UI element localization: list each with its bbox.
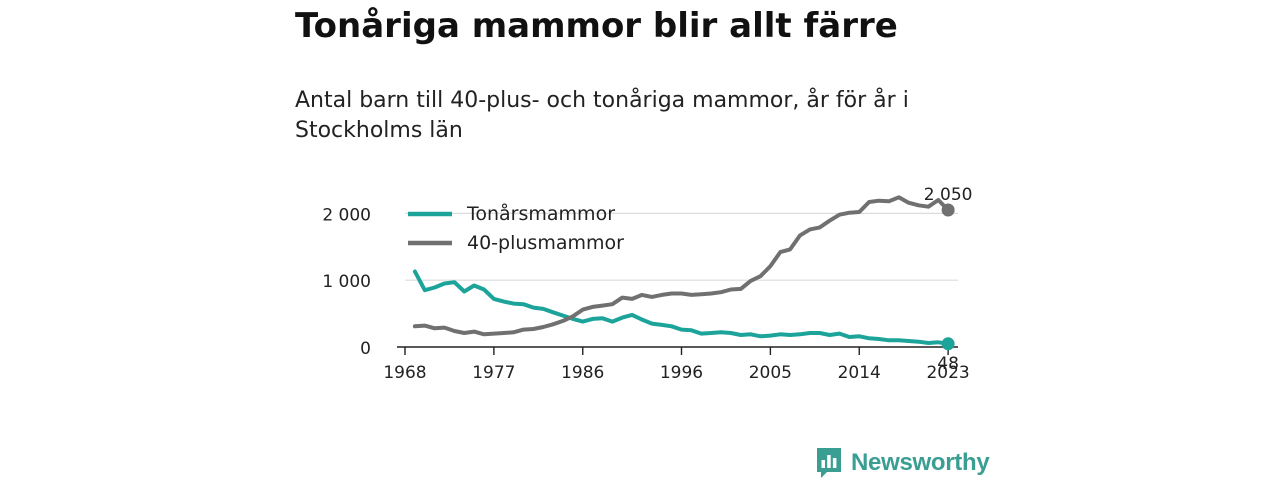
series-end-point bbox=[941, 337, 955, 351]
x-tick-label: 1996 bbox=[660, 363, 703, 383]
series-line bbox=[412, 269, 951, 346]
series-lines bbox=[412, 195, 955, 351]
x-axis: 1968 1977 1986 1996 2005 2014 2023 bbox=[383, 346, 970, 383]
chart-title: Tonåriga mammor blir allt färre bbox=[295, 6, 898, 46]
series-line bbox=[412, 195, 951, 337]
y-tick-label: 0 bbox=[360, 339, 371, 359]
legend-label: 40-plusmammor bbox=[467, 232, 624, 254]
y-tick-label: 1 000 bbox=[322, 272, 371, 292]
x-tick-label: 2023 bbox=[926, 363, 969, 383]
series-end-point bbox=[941, 203, 955, 217]
x-tick-label: 2005 bbox=[749, 363, 792, 383]
y-axis: 0 1 000 2 000 bbox=[322, 205, 371, 359]
end-value-label: 48 bbox=[937, 354, 959, 374]
newsworthy-logo: Newsworthy bbox=[815, 446, 990, 480]
x-tick-label: 1968 bbox=[383, 363, 426, 383]
legend: Tonårsmammor 40-plusmammor bbox=[408, 202, 624, 254]
legend-label: Tonårsmammor bbox=[466, 202, 615, 225]
y-tick-label: 2 000 bbox=[322, 205, 371, 225]
brand-name: Newsworthy bbox=[851, 449, 990, 476]
x-tick-label: 1977 bbox=[472, 363, 515, 383]
newsworthy-logo-icon bbox=[817, 448, 841, 478]
x-tick-label: 2014 bbox=[838, 363, 881, 383]
x-tick-label: 1986 bbox=[561, 363, 604, 383]
end-labels: 2 050 48 bbox=[924, 185, 973, 374]
grid-lines bbox=[405, 212, 958, 281]
end-value-label: 2 050 bbox=[924, 185, 973, 205]
chart-subtitle: Antal barn till 40-plus- och tonåriga ma… bbox=[295, 88, 909, 143]
